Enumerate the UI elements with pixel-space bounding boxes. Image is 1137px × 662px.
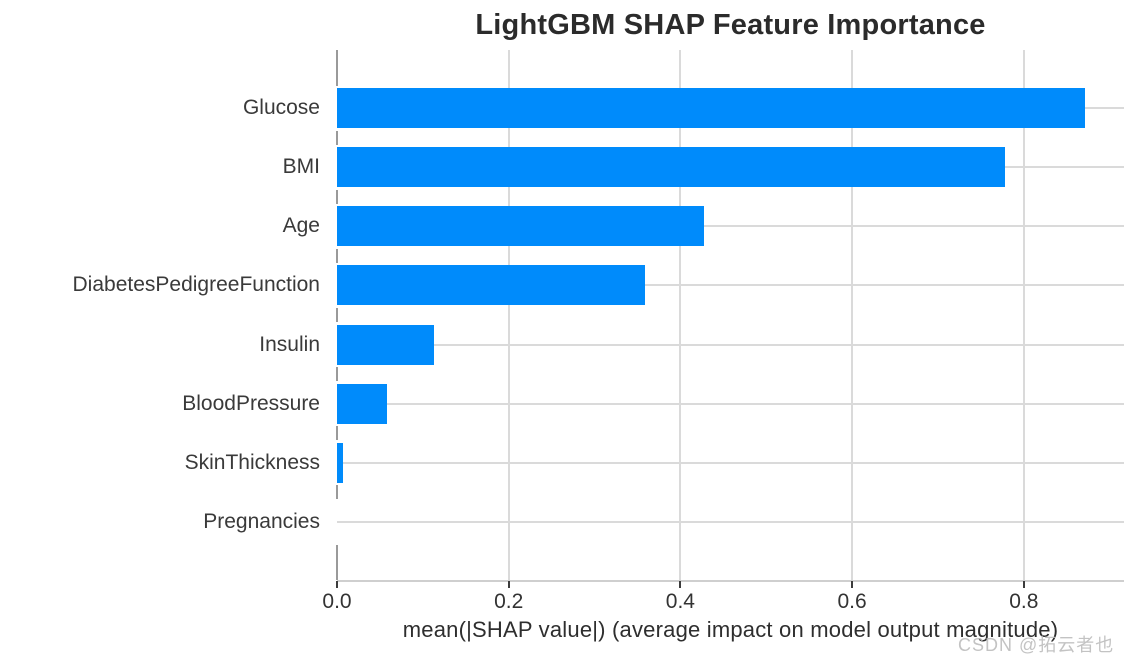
- y-tick-label: Glucose: [242, 96, 320, 120]
- gridline-horizontal: [337, 402, 1124, 405]
- axis-spine-dash: [336, 50, 338, 72]
- axis-spine-dash: [336, 130, 338, 145]
- y-tick-label: BloodPressure: [182, 391, 320, 415]
- axis-spine-dash: [336, 558, 338, 580]
- gridline-horizontal: [337, 343, 1124, 346]
- x-tick-label: 0.4: [665, 590, 695, 613]
- y-tick-label: Pregnancies: [203, 510, 320, 534]
- chart-title: LightGBM SHAP Feature Importance: [475, 9, 986, 41]
- x-tick-label: 0.2: [494, 590, 524, 613]
- x-tick-mark: [507, 581, 510, 588]
- x-axis-label: mean(|SHAP value|) (average impact on mo…: [402, 617, 1059, 642]
- bar-glucose: [337, 88, 1085, 129]
- y-tick-label: BMI: [282, 155, 320, 179]
- bar-age: [337, 206, 704, 247]
- bar-diabetespedigreefunction: [337, 265, 646, 306]
- gridline-horizontal: [337, 461, 1124, 464]
- x-tick-label: 0.8: [1009, 590, 1039, 613]
- x-tick-label: 0.0: [322, 590, 352, 613]
- axis-spine-dash: [336, 248, 338, 263]
- gridline-vertical: [507, 50, 510, 580]
- axis-spine-dash: [336, 544, 338, 559]
- x-tick-mark: [336, 581, 338, 588]
- gridline-horizontal: [337, 521, 1124, 524]
- bar-bloodpressure: [337, 383, 387, 424]
- bar-bmi: [337, 147, 1005, 188]
- gridline-horizontal: [337, 225, 1124, 228]
- gridline-horizontal: [337, 284, 1124, 287]
- bar-insulin: [337, 324, 434, 365]
- axis-spine-dash: [336, 308, 338, 323]
- y-tick-label: Insulin: [259, 332, 320, 356]
- gridline-vertical: [851, 50, 854, 580]
- axis-spine-dash: [336, 367, 338, 382]
- bar-skinthickness: [337, 442, 343, 483]
- y-tick-label: Age: [282, 214, 320, 238]
- axis-spine-dash: [336, 485, 338, 500]
- axis-spine-dash: [336, 426, 338, 441]
- gridline-vertical: [1022, 50, 1025, 580]
- y-tick-label: DiabetesPedigreeFunction: [72, 273, 321, 297]
- axis-spine-dash: [336, 189, 338, 204]
- x-tick-mark: [851, 581, 854, 588]
- x-tick-mark: [679, 581, 682, 588]
- gridline-vertical: [679, 50, 682, 580]
- axis-spine-dash: [336, 71, 338, 86]
- x-tick-mark: [1022, 581, 1025, 588]
- x-tick-label: 0.6: [837, 590, 867, 613]
- watermark-text: CSDN @拓云者也: [958, 635, 1115, 655]
- y-tick-label: SkinThickness: [184, 450, 320, 474]
- x-axis-line: [337, 579, 1124, 582]
